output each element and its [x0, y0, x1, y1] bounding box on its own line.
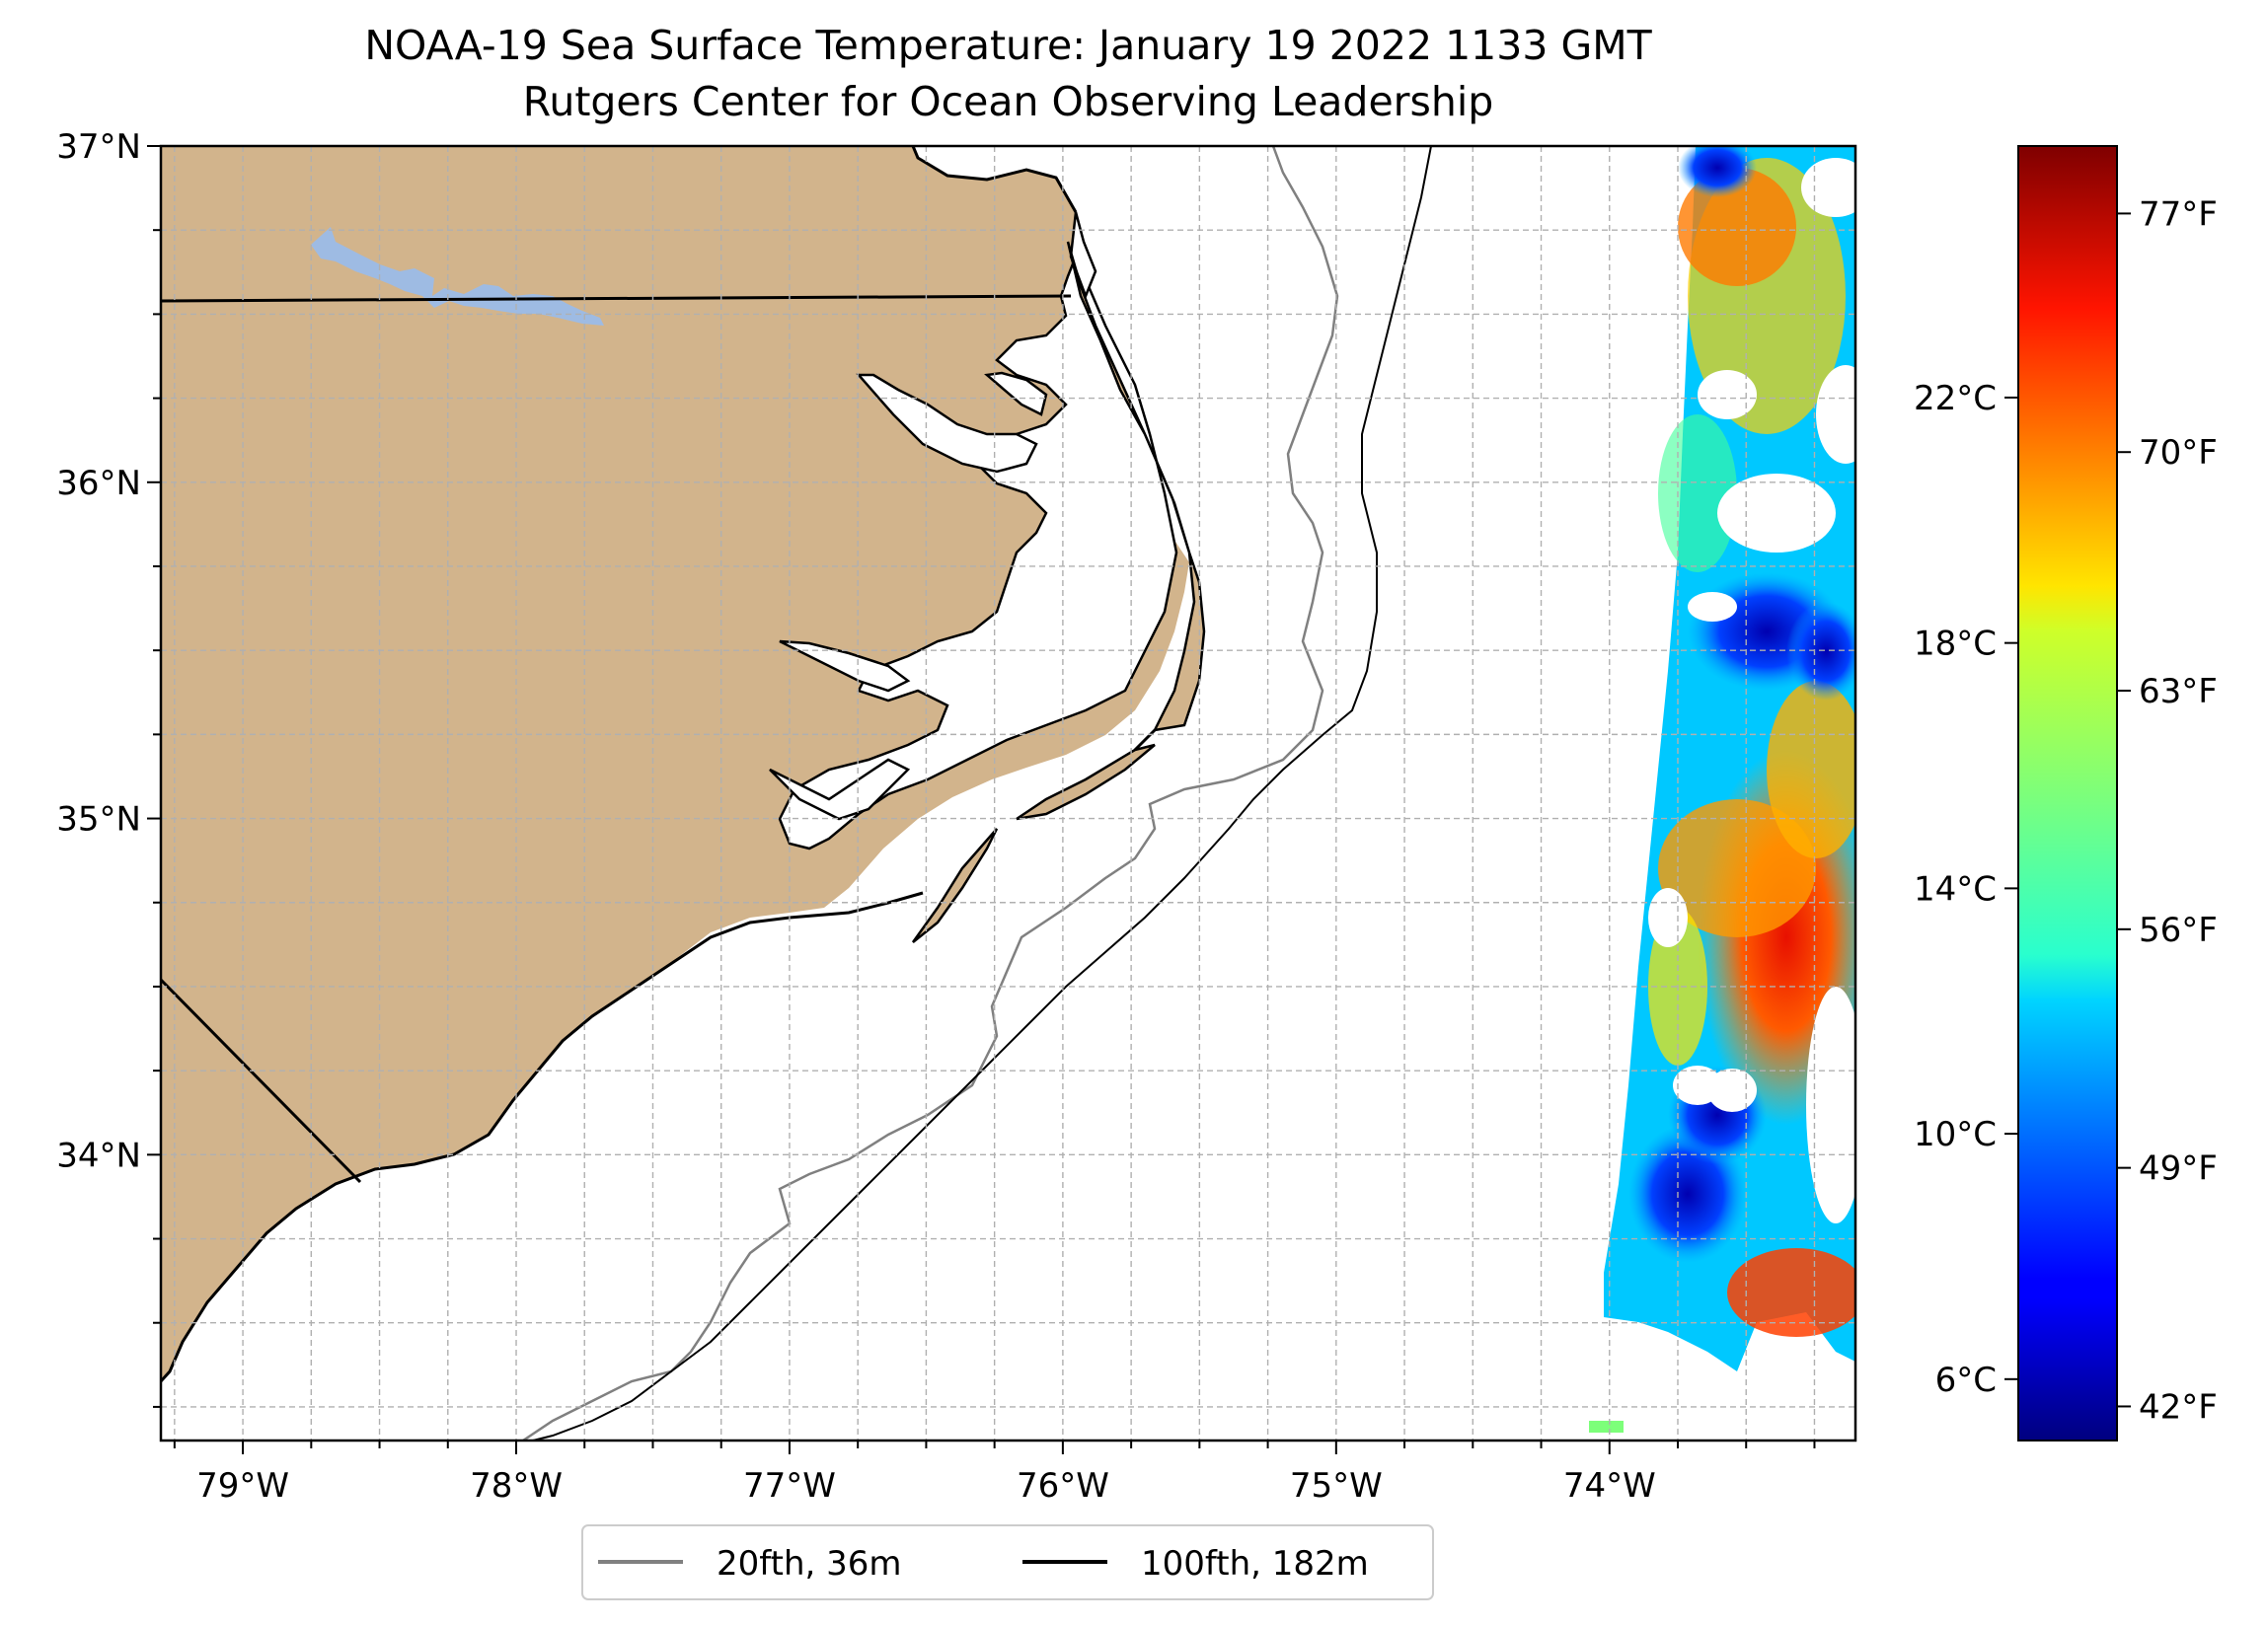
fahrenheit-tick-label: 56°F: [2139, 911, 2218, 950]
cape-lookout-island: [911, 828, 999, 943]
fahrenheit-tick-label: 49°F: [2139, 1149, 2218, 1189]
gridlines: [161, 146, 1855, 1441]
sounds: [769, 211, 1178, 850]
coastline: [161, 146, 1157, 1383]
chart-title: NOAA-19 Sea Surface Temperature: January…: [364, 22, 1652, 69]
latitude-axis: 37°N 36°N 35°N 34°N: [56, 127, 161, 1408]
fahrenheit-tick-label: 63°F: [2139, 672, 2218, 711]
celsius-tick-label: 14°C: [1914, 869, 1997, 909]
legend-label-100fth: 100fth, 182m: [1141, 1544, 1369, 1584]
celsius-tick-label: 6°C: [1935, 1361, 1997, 1400]
colorbar: 6°C 10°C 14°C 18°C 22°C 42°F 49°F 56°F 63°F 70°F…: [1914, 145, 2218, 1441]
lat-tick-label: 35°N: [56, 800, 141, 840]
outer-banks: [1066, 241, 1206, 732]
lake-gaston-kerr: [311, 227, 604, 326]
fahrenheit-tick-label: 70°F: [2139, 433, 2218, 473]
sst-swath: [1589, 146, 1855, 1433]
contour-20fth: [522, 146, 1339, 1441]
chart-subtitle: Rutgers Center for Ocean Observing Leade…: [522, 78, 1494, 125]
lat-tick-label: 36°N: [56, 464, 141, 503]
legend: 20fth, 36m 100fth, 182m: [581, 1524, 1434, 1600]
fahrenheit-tick-label: 77°F: [2139, 194, 2218, 234]
land-north-carolina: [161, 146, 1189, 1381]
longitude-axis: 79°W 78°W 77°W 76°W 75°W 74°W: [173, 1441, 1816, 1506]
border-nc-sc: [161, 978, 362, 1184]
colorbar-gradient: [2017, 145, 2118, 1441]
lon-tick-label: 75°W: [1290, 1466, 1383, 1506]
celsius-tick-label: 10°C: [1914, 1115, 1997, 1154]
map-area: [161, 146, 1855, 1441]
lon-tick-label: 77°W: [743, 1466, 836, 1506]
legend-label-20fth: 20fth, 36m: [717, 1544, 902, 1584]
lon-tick-label: 76°W: [1017, 1466, 1109, 1506]
lon-tick-label: 79°W: [196, 1466, 289, 1506]
legend-box: [581, 1524, 1434, 1600]
lat-tick-label: 34°N: [56, 1136, 141, 1175]
border-va-nc: [161, 294, 1072, 303]
lon-tick-label: 78°W: [470, 1466, 563, 1506]
contour-100fth: [532, 146, 1432, 1441]
map-frame: [159, 144, 1857, 1442]
lon-tick-label: 74°W: [1563, 1466, 1656, 1506]
colorbar-fahrenheit-axis: 42°F 49°F 56°F 63°F 70°F 77°F: [2117, 194, 2218, 1427]
celsius-tick-label: 22°C: [1914, 379, 1997, 418]
colorbar-celsius-axis: 6°C 10°C 14°C 18°C 22°C: [1914, 379, 2018, 1400]
fahrenheit-tick-label: 42°F: [2139, 1387, 2218, 1427]
barrier-island-south: [1016, 743, 1156, 821]
celsius-tick-label: 18°C: [1914, 625, 1997, 664]
lat-tick-label: 37°N: [56, 127, 141, 167]
